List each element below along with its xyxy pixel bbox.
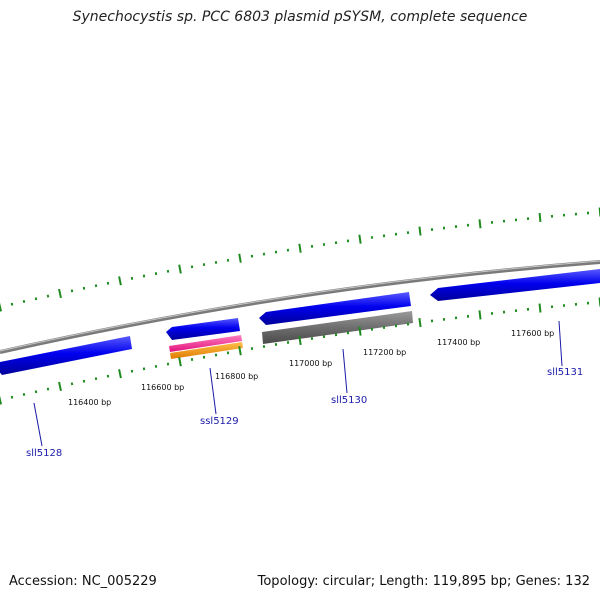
inner-ring-minor-tick <box>82 379 86 383</box>
tick-label-117200: 117200 bp <box>363 348 406 357</box>
outer-ring-major-tick <box>118 276 122 286</box>
feature-gray[interactable] <box>262 311 413 344</box>
length-label: Length: <box>379 574 429 589</box>
accession-value: NC_005229 <box>81 574 157 589</box>
plasmid-backbone <box>0 260 600 354</box>
topology-value: circular <box>322 574 371 589</box>
gene-label-sll5128[interactable]: sll5128 <box>26 448 62 459</box>
genes-count: 132 <box>565 574 590 589</box>
inner-ring-minor-tick <box>94 377 98 381</box>
outer-ring-minor-tick <box>34 297 38 301</box>
feature-pink[interactable] <box>169 335 242 352</box>
feature-orange[interactable] <box>170 342 243 359</box>
outer-ring-major-tick <box>238 253 242 263</box>
outer-ring-major-tick <box>298 243 302 253</box>
outer-tick-ring <box>0 207 600 312</box>
outer-ring-minor-tick <box>94 284 98 288</box>
outer-ring-minor-tick <box>70 289 74 293</box>
outer-ring-major-tick <box>178 264 182 274</box>
outer-ring-major-tick <box>358 234 362 244</box>
inner-ring-minor-tick <box>106 374 110 378</box>
inner-ring-minor-tick <box>10 395 14 399</box>
inner-ring-minor-tick <box>46 387 50 391</box>
gene-arrow-sll5131[interactable] <box>430 269 600 301</box>
gene-arrow-ssl5129[interactable] <box>166 318 240 340</box>
accession-info: Accession: NC_005229 <box>9 574 157 589</box>
inner-ring-minor-tick <box>130 369 134 373</box>
inner-ring-minor-tick <box>22 392 26 396</box>
inner-ring-major-tick <box>238 346 242 356</box>
inner-tick-ring <box>0 297 600 405</box>
leader-line-sll5130 <box>342 348 348 394</box>
outer-ring-minor-tick <box>46 294 50 298</box>
inner-ring-major-tick <box>58 381 62 392</box>
inner-ring-major-tick <box>418 317 422 328</box>
gene-label-sll5130[interactable]: sll5130 <box>331 395 367 406</box>
plasmid-backbone-highlight <box>0 260 600 352</box>
inner-ring-minor-tick <box>154 364 158 368</box>
outer-ring-major-tick <box>58 288 62 299</box>
inner-ring-minor-tick <box>34 390 38 394</box>
tick-label-116400: 116400 bp <box>68 398 111 407</box>
outer-ring-major-tick <box>418 226 422 236</box>
genes-label: Genes: <box>515 574 562 589</box>
inner-ring-minor-tick <box>166 362 170 366</box>
accession-label: Accession: <box>9 574 78 589</box>
inner-ring-major-tick <box>0 395 2 405</box>
leader-line-sll5131 <box>558 320 563 367</box>
inner-ring-major-tick <box>298 335 302 346</box>
gene-arrow-sll5128[interactable] <box>0 336 132 375</box>
gene-label-sll5131[interactable]: sll5131 <box>547 367 583 378</box>
outer-ring-minor-tick <box>10 302 14 306</box>
outer-ring-minor-tick <box>22 299 26 303</box>
tick-label-117400: 117400 bp <box>437 338 480 347</box>
inner-ring-major-tick <box>118 369 122 379</box>
gene-label-ssl5129[interactable]: ssl5129 <box>200 416 239 427</box>
gene-arrow-sll5130[interactable] <box>259 292 411 325</box>
outer-ring-minor-tick <box>106 281 110 285</box>
length-value: 119,895 bp <box>432 574 508 589</box>
inner-ring-major-tick <box>478 310 482 320</box>
inner-ring-major-tick <box>538 303 542 313</box>
inner-ring-minor-tick <box>70 382 74 386</box>
inner-ring-minor-tick <box>142 367 146 371</box>
leader-line-sll5128 <box>33 402 43 447</box>
inner-ring-major-tick <box>358 326 362 336</box>
tick-label-117600: 117600 bp <box>511 329 554 338</box>
topology-label: Topology: <box>257 574 319 589</box>
inner-ring-major-tick <box>178 357 182 367</box>
outer-ring-minor-tick <box>154 272 158 276</box>
tick-label-116600: 116600 bp <box>141 383 184 392</box>
outer-ring-minor-tick <box>82 286 86 290</box>
sequence-summary: Topology: circular; Length: 119,895 bp; … <box>257 574 590 589</box>
outer-ring-minor-tick <box>130 276 134 280</box>
outer-ring-major-tick <box>478 219 482 229</box>
map-title: Synechocystis sp. PCC 6803 plasmid pSYSM… <box>72 9 528 25</box>
outer-ring-minor-tick <box>142 274 146 278</box>
leader-line-ssl5129 <box>209 367 217 415</box>
outer-ring-major-tick <box>538 212 542 223</box>
tick-label-117000: 117000 bp <box>289 359 332 368</box>
outer-ring-major-tick <box>0 302 2 312</box>
tick-label-116800: 116800 bp <box>215 372 258 381</box>
